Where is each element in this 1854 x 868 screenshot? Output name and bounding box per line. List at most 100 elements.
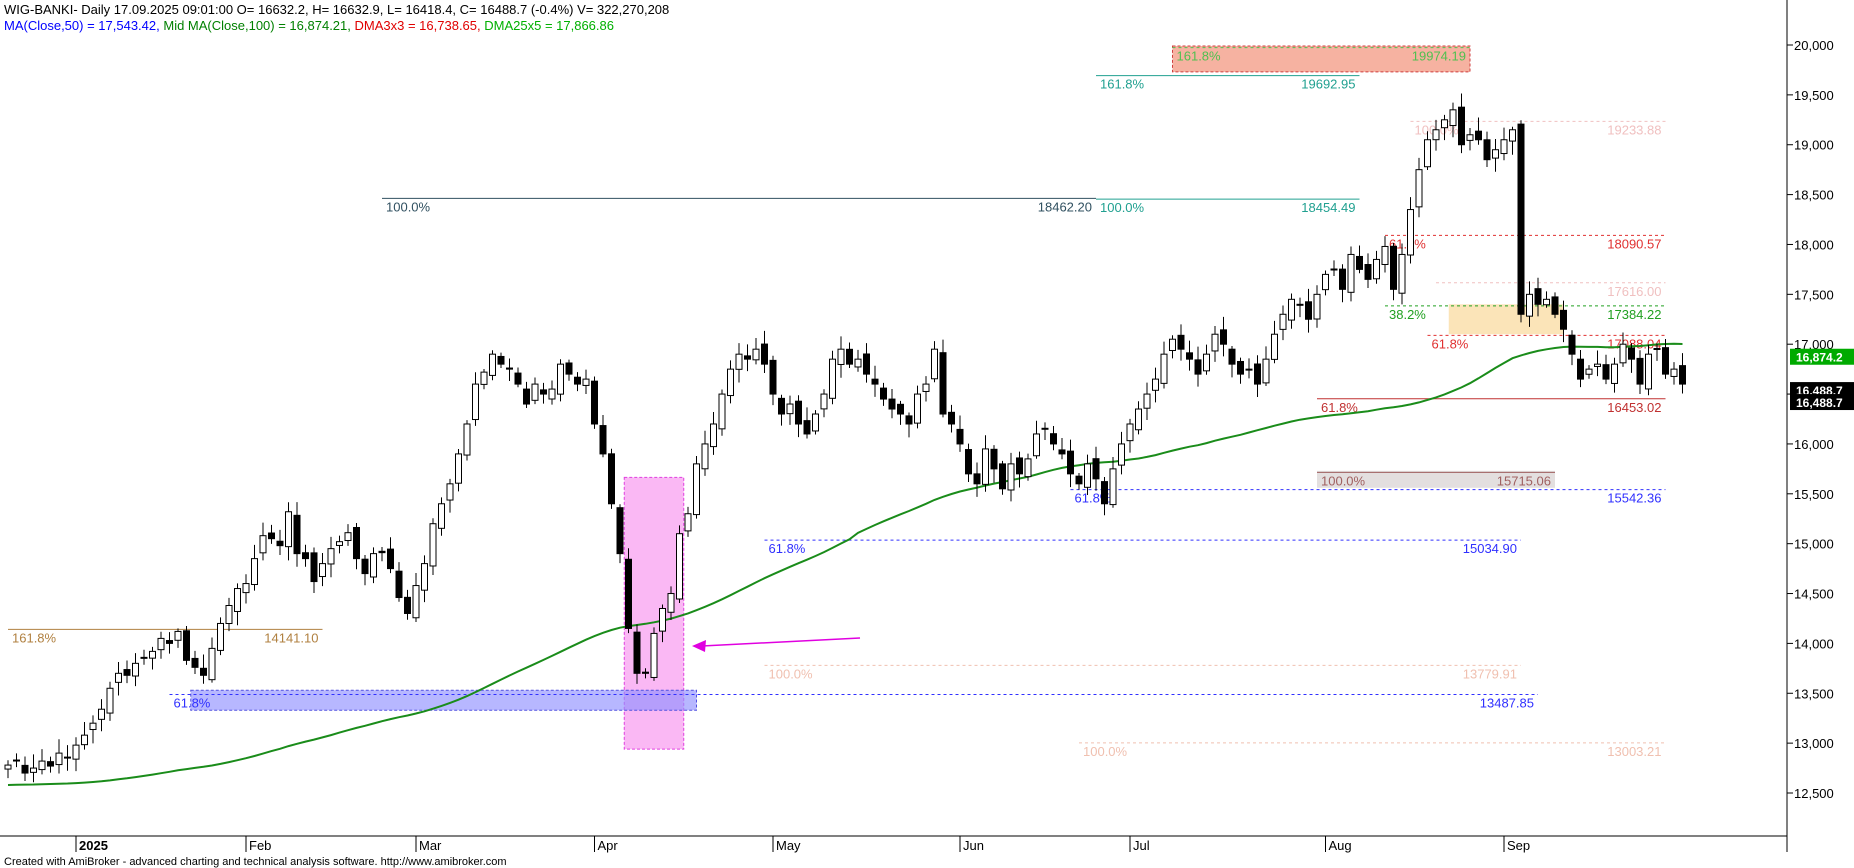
candle-body [795,400,802,425]
candle-body [752,348,760,361]
annotations [692,637,861,652]
candle-body [1662,347,1669,375]
candle-body [1475,130,1482,141]
pointer-arrow-head [692,640,706,652]
fib-left-label: 100.0% [769,666,814,681]
candle-body [1568,334,1576,355]
candle-body [1449,109,1457,127]
candle-body [1424,139,1431,168]
candle-body [1390,245,1397,290]
fib-left-label: 161.8% [1100,77,1145,92]
candle-body [514,372,522,385]
y-tick-label: 19,000 [1794,138,1834,153]
candle-body [616,507,624,555]
candle-body [89,722,97,731]
candle-body [820,393,828,410]
candle-body [81,734,88,746]
candle-body [939,352,947,415]
candle-body [1143,393,1151,409]
footer-credit: Created with AmiBroker - advanced charti… [4,856,507,868]
candle-body [965,449,972,475]
fib-left-label: 100.0% [1083,744,1128,759]
fib-left-label: 38.2% [1389,307,1426,322]
candle-body [871,378,879,385]
candle-body [353,526,360,560]
candle-body [149,650,156,659]
candle-body [880,387,887,400]
legend-ma50: MA(Close,50) = 17,543.42, [4,18,160,33]
fib-right-label: 14141.10 [264,630,318,645]
candle-body [1509,129,1516,142]
candle-body [1551,296,1559,315]
fib-left-label: 61.8% [1321,400,1358,415]
candle-body [1041,427,1049,430]
resistance-zone [1448,304,1564,335]
candle-body [956,428,964,445]
candle-body [1237,360,1244,375]
y-axis: 12,500 13,000 13,500 14,000 14,500 15,000 15,5… [1787,38,1834,801]
candle-body [676,533,683,600]
candle-body [72,744,80,760]
candle-body [599,425,607,455]
candle-body [948,411,955,425]
candle-body [455,453,462,484]
candle-body [1619,343,1627,364]
fib-left-label: 161.8% [1177,49,1222,64]
candle-body [1254,363,1261,385]
legend-dma3: DMA3x3 = 16,738.65, [355,18,481,33]
candle-body [1492,149,1499,159]
candle-body [710,423,717,448]
x-tick-label: Sep [1507,838,1530,853]
price-tag-box [1790,348,1854,365]
candle-body [30,767,37,773]
candle-body [421,563,428,591]
candle-body [931,348,938,380]
fib-right-label: 19692.95 [1301,77,1355,92]
candle-body [174,630,182,641]
candle-body [293,514,301,555]
candle-body [1322,273,1329,291]
candle-body [242,583,250,594]
fib-right-label: 19233.88 [1607,122,1661,137]
candle-body [106,687,114,714]
candle-body [387,548,394,570]
fib-right-label: 17384.22 [1607,307,1661,322]
candle-body [1296,303,1304,306]
legend-ma100: Mid MA(Close,100) = 16,874.21, [163,18,351,33]
candle-body [208,647,216,681]
candle-body [1347,253,1355,293]
candle-body [846,348,853,365]
candle-body [506,367,513,370]
candle-body [327,548,335,565]
x-tick-label: Feb [249,838,271,853]
candle-body [140,656,148,659]
candle-body [727,368,734,397]
candle-body [837,348,845,365]
y-tick-label: 13,000 [1794,736,1834,751]
x-tick-label: Jun [963,838,984,853]
candle-body [480,371,488,385]
legend-dma25: DMA25x5 = 17,866.86 [484,18,614,33]
candle-body [1024,458,1032,478]
candle-body [1305,301,1312,320]
candle-body [1534,288,1542,305]
candle-body [591,380,598,425]
candle-body [310,552,318,583]
x-tick-label: Aug [1329,838,1352,853]
candle-body [472,383,479,421]
candle-body [982,448,989,485]
candle-body [973,473,981,485]
candle-body [1585,368,1593,375]
candle-body [1560,309,1567,330]
candle-body [344,532,352,542]
candle-body [990,448,998,470]
candle-body [1611,363,1618,384]
candle-body [1177,334,1185,350]
candle-body [1220,329,1227,345]
candle-body [1092,458,1100,480]
candle-body [829,358,836,399]
candle-body [1135,408,1142,431]
candle-body [812,413,819,432]
candle-body [446,483,454,501]
